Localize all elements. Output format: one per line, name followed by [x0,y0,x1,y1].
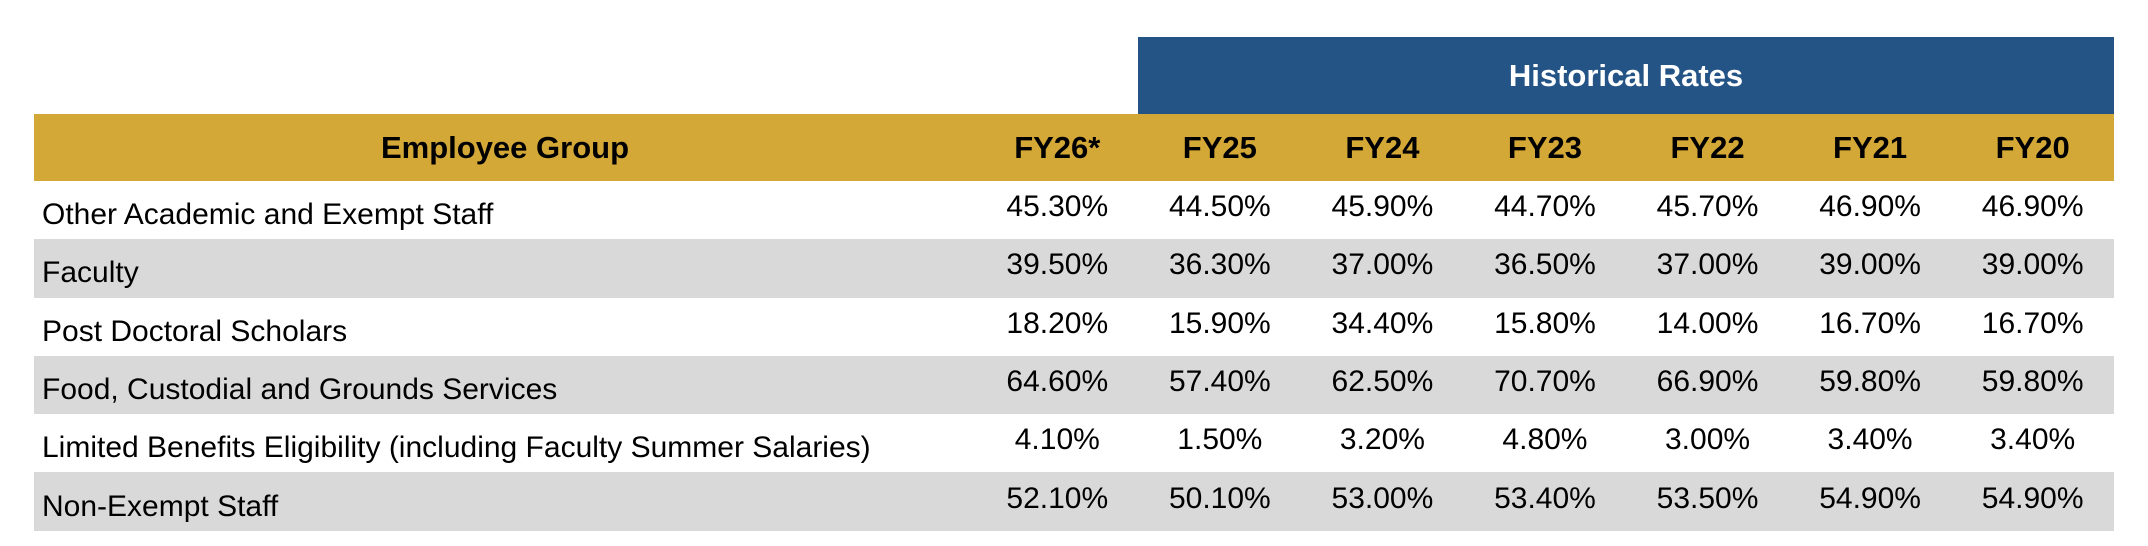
rate-cell: 18.20% [1006,306,1109,340]
rate-cell: 1.50% [1177,423,1263,457]
rate-cell: 36.50% [1463,239,1627,298]
group-header: Historical Rates [1138,37,2114,114]
column-header: FY23 [1463,114,1627,181]
rate-cell: 62.50% [1301,355,1464,415]
column-header: Employee Group [34,114,976,181]
row-label: Limited Benefits Eligibility (including … [42,431,871,465]
column-header: FY26* [976,114,1139,181]
rate-cell: 44.70% [1494,190,1596,224]
rate-cell: 54.90% [1788,472,1952,531]
rate-cell: 45.90% [1331,190,1434,224]
rate-cell: 16.70% [1981,306,2084,340]
column-header: FY20 [1951,114,2114,181]
rate-cell: 66.90% [1626,355,1789,415]
rate-cell: 50.10% [1138,472,1302,531]
column-header: FY25 [1138,114,1302,181]
rate-cell: 53.50% [1626,472,1789,531]
rate-cell: 59.80% [1951,355,2114,415]
row-label: Post Doctoral Scholars [42,314,348,348]
rate-cell: 14.00% [1656,306,1759,340]
rate-cell: 37.00% [1301,239,1464,298]
column-header: FY24 [1301,114,1464,181]
rate-table: Employee Group FY26* FY25 FY24 FY23 FY22 FY21 F… [34,114,2114,531]
rate-cell: 64.60% [976,355,1139,415]
row-label: Other Academic and Exempt Staff [42,198,494,232]
rate-cell: 46.90% [1819,190,1921,224]
rate-cell: 45.70% [1656,190,1759,224]
rate-cell: 37.00% [1626,239,1789,298]
rate-cell: 59.80% [1788,355,1952,415]
rate-cell: 36.30% [1138,239,1302,298]
rate-cell: 15.90% [1168,306,1271,340]
row-label: Non-Exempt Staff [34,472,976,531]
rate-cell: 3.40% [1827,423,1913,457]
rate-cell: 4.10% [1014,423,1100,457]
column-header: FY22 [1626,114,1789,181]
rate-cell: 53.40% [1463,472,1627,531]
rate-cell: 57.40% [1138,355,1302,415]
rate-cell: 3.00% [1664,423,1751,457]
rate-cell: 3.40% [1990,423,2076,457]
rate-cell: 4.80% [1502,423,1588,457]
rate-cell: 34.40% [1331,306,1434,340]
rate-cell: 39.00% [1951,239,2114,298]
rate-cell: 46.90% [1981,190,2084,224]
rate-cell: 39.50% [976,239,1139,298]
rate-cell: 54.90% [1951,472,2114,531]
rate-cell: 45.30% [1006,190,1109,224]
rate-cell: 52.10% [976,472,1139,531]
row-label: Faculty [34,239,976,298]
row-label: Food, Custodial and Grounds Services [34,355,976,415]
rate-cell: 53.00% [1301,472,1464,531]
rate-cell: 70.70% [1463,355,1627,415]
rate-cell: 16.70% [1819,306,1921,340]
rate-cell: 44.50% [1168,190,1271,224]
rate-cell: 39.00% [1788,239,1952,298]
column-header: FY21 [1788,114,1952,181]
rate-cell: 3.20% [1339,423,1425,457]
rate-cell: 15.80% [1494,306,1596,340]
